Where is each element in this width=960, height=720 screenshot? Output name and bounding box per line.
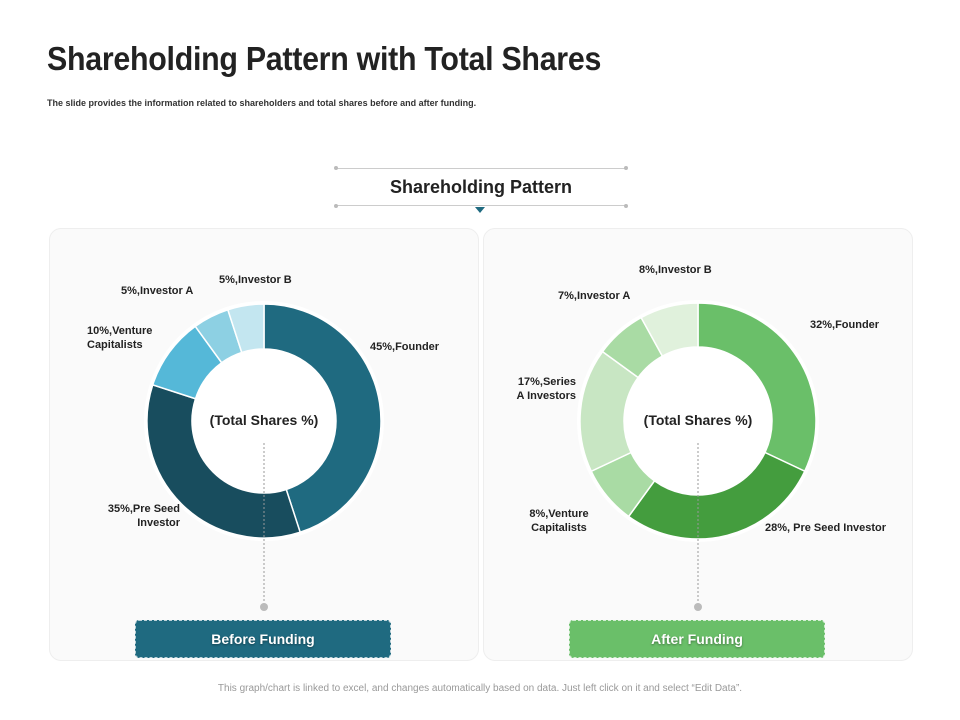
donut-slice-pre-seed-investor [146, 383, 302, 539]
data-label: 8%,Venture Capitalists [529, 508, 589, 534]
banner-title: Shareholding Pattern [389, 177, 573, 197]
donut-slice-founder [697, 302, 817, 473]
after-funding-button[interactable]: After Funding [569, 620, 825, 658]
data-label: 7%,Investor A [558, 290, 631, 302]
donut-slice-investor-b [226, 303, 265, 354]
center-label: (Total Shares %) [643, 412, 753, 428]
data-label: 17%,Series A Investors [516, 376, 576, 402]
footer-note: This graph/chart is linked to excel, and… [217, 683, 743, 694]
page-title: Shareholding Pattern with Total Shares [47, 40, 602, 77]
center-label: (Total Shares %) [209, 412, 319, 428]
section-banner: Shareholding Pattern [334, 166, 628, 208]
data-label: 45%,Founder [370, 341, 440, 353]
dot [624, 204, 628, 208]
data-label: 32%,Founder [810, 319, 880, 331]
page-subtitle: The slide provides the information relat… [47, 98, 477, 108]
connector-dot [694, 603, 702, 611]
divider [336, 205, 626, 206]
donut-slice-founder [263, 303, 382, 534]
data-label: 35%,Pre Seed Investor [107, 503, 180, 529]
data-label: 10%,Venture Capitalists [87, 325, 153, 351]
dot [334, 204, 338, 208]
dot [624, 166, 628, 170]
dot [334, 166, 338, 170]
pointer-triangle [475, 207, 485, 213]
data-label: 8%,Investor B [639, 264, 712, 276]
before-funding-button[interactable]: Before Funding [135, 620, 391, 658]
data-label: 28%, Pre Seed Investor [765, 522, 887, 534]
data-label: 5%,Investor A [121, 285, 194, 297]
divider [336, 168, 626, 169]
donut-slice-investor-b [640, 302, 699, 358]
connector-dot [260, 603, 268, 611]
data-label: 5%,Investor B [219, 274, 292, 286]
